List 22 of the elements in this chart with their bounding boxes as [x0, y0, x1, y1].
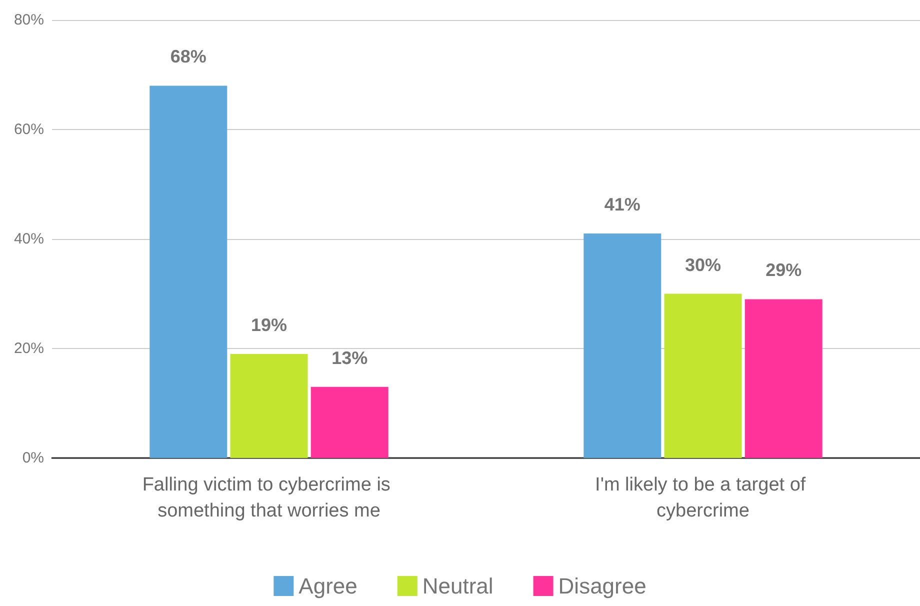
y-tick-label: 60% [14, 121, 44, 138]
data-label: 68% [170, 46, 206, 67]
data-label: 29% [766, 260, 802, 280]
data-label: 19% [250, 314, 288, 335]
y-tick-label: 20% [14, 340, 44, 357]
bar [150, 86, 228, 458]
data-label: 13% [332, 348, 368, 368]
bar [584, 234, 662, 458]
legend-label: Agree [298, 574, 358, 598]
legend-label: Disagree [558, 574, 646, 598]
data-label: 41% [604, 194, 640, 215]
legend-label: Neutral [422, 574, 494, 598]
y-tick-label: 0% [22, 450, 44, 466]
data-label: 30% [684, 254, 722, 275]
bar [664, 294, 742, 458]
x-tick-label: Falling victim to cybercrime is something that worries me [142, 474, 396, 522]
bar [744, 299, 822, 458]
y-tick-label: 40% [14, 230, 44, 248]
y-tick-label: 80% [14, 12, 44, 28]
bar [310, 386, 388, 458]
x-tick-label: I'm likely to be a target of cybercrime [595, 474, 811, 522]
bar [230, 354, 308, 458]
